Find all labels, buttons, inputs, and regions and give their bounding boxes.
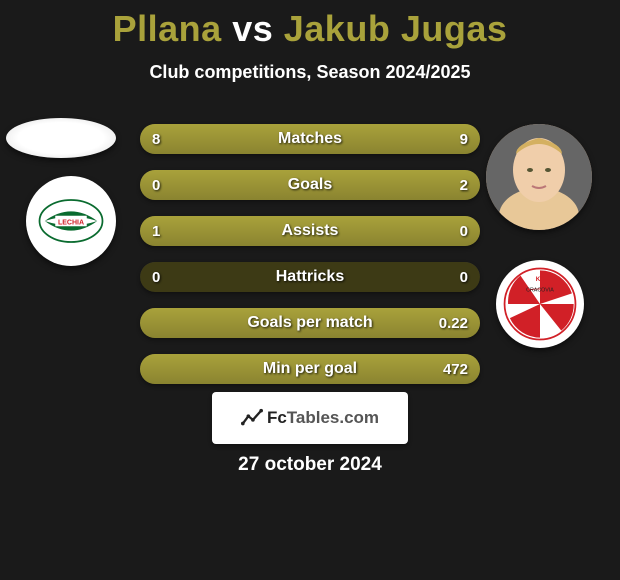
- stat-label: Matches: [140, 124, 480, 154]
- svg-text:KS: KS: [536, 276, 545, 283]
- stat-bars-container: 89Matches 02Goals 10Assists 00Hattricks 0.22…: [140, 124, 480, 400]
- svg-text:LECHIA: LECHIA: [58, 220, 84, 227]
- player1-avatar-placeholder: [6, 118, 116, 158]
- stat-row: 89Matches: [140, 124, 480, 154]
- stat-row: 02Goals: [140, 170, 480, 200]
- player2-name: Jakub Jugas: [284, 8, 508, 49]
- player2-club-badge: KS CRACOVIA: [496, 260, 584, 348]
- chart-icon: [241, 407, 263, 429]
- comparison-title: Pllana vs Jakub Jugas: [0, 0, 620, 50]
- stat-label: Assists: [140, 216, 480, 246]
- player1-name: Pllana: [113, 8, 222, 49]
- date-label: 27 october 2024: [0, 454, 620, 476]
- brand-logo: FcTables.com: [212, 392, 408, 444]
- vs-separator: vs: [232, 8, 273, 49]
- stat-label: Goals: [140, 170, 480, 200]
- player2-avatar: [486, 124, 592, 230]
- club-left-icon: LECHIA: [36, 186, 106, 256]
- svg-text:CRACOVIA: CRACOVIA: [526, 288, 554, 294]
- stat-row: 00Hattricks: [140, 262, 480, 292]
- subtitle: Club competitions, Season 2024/2025: [0, 62, 620, 83]
- player1-club-badge: LECHIA: [26, 176, 116, 266]
- club-right-icon: KS CRACOVIA: [501, 265, 579, 343]
- stat-label: Min per goal: [140, 354, 480, 384]
- player-photo-icon: [486, 124, 592, 230]
- brand-text: FcTables.com: [267, 408, 379, 428]
- stat-label: Hattricks: [140, 262, 480, 292]
- stat-row: 10Assists: [140, 216, 480, 246]
- stat-row: 0.22Goals per match: [140, 308, 480, 338]
- stat-label: Goals per match: [140, 308, 480, 338]
- stat-row: 472Min per goal: [140, 354, 480, 384]
